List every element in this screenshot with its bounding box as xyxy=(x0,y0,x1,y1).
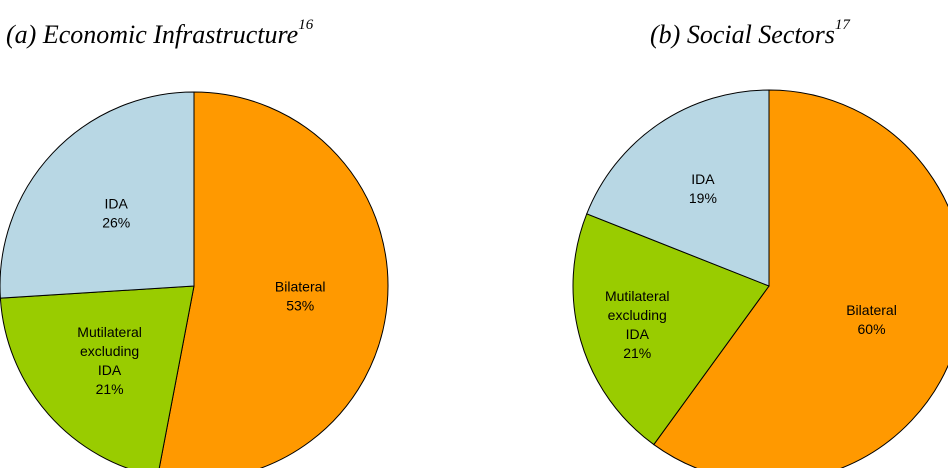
pie-slice-label-ida: IDA 26% xyxy=(102,195,130,230)
pie-slice-name: excluding xyxy=(80,343,139,359)
pie-slice-name: excluding xyxy=(608,307,667,323)
chart-title-social-sectors: (b) Social Sectors17 xyxy=(650,17,850,50)
pie-slice-ida xyxy=(0,91,195,299)
pie-slice-name: IDA xyxy=(105,195,129,211)
pie-slice-mutilateral-excluding-ida xyxy=(572,213,770,446)
chart-title-economic-infrastructure: (a) Economic Infrastructure16 xyxy=(6,17,314,50)
pie-economic-infrastructure: Bilateral 53% Mutilateral excluding IDA 21% ID… xyxy=(0,91,389,468)
pie-slice-label-mutilateral-excluding-ida: Mutilateral excluding IDA 21% xyxy=(605,288,670,361)
chart-title-footnote: 17 xyxy=(834,17,850,34)
pie-slice-name: Bilateral xyxy=(846,302,897,318)
pie-slice-name: Mutilateral xyxy=(605,288,670,304)
pie-slice-ida xyxy=(586,89,770,287)
pie-slice-name: IDA xyxy=(691,171,715,187)
pie-slice-bilateral xyxy=(653,89,948,468)
pie-slice-name: Mutilateral xyxy=(77,324,142,340)
pie-slice-value: 53% xyxy=(286,298,314,314)
pie-slice-label-bilateral: Bilateral 60% xyxy=(846,302,897,337)
pie-slice-mutilateral-excluding-ida xyxy=(0,285,195,468)
pie-slice-value: 19% xyxy=(689,190,717,206)
pie-slice-bilateral xyxy=(158,91,389,468)
pie-slice-value: 26% xyxy=(102,214,130,230)
chart-title-footnote: 16 xyxy=(298,17,314,34)
pie-social-sectors: Bilateral 60% Mutilateral excluding IDA 21% ID… xyxy=(572,89,948,468)
pie-slice-label-bilateral: Bilateral 53% xyxy=(275,279,326,314)
pie-slice-value: 60% xyxy=(858,321,886,337)
pie-slice-name: IDA xyxy=(626,326,650,342)
pie-slice-value: 21% xyxy=(623,345,651,361)
pie-slice-label-ida: IDA 19% xyxy=(689,171,717,206)
pie-slice-name: Bilateral xyxy=(275,279,326,295)
chart-title-text: (b) Social Sectors xyxy=(650,20,835,49)
chart-title-text: (a) Economic Infrastructure xyxy=(6,20,299,49)
pie-slice-label-mutilateral-excluding-ida: Mutilateral excluding IDA 21% xyxy=(77,324,142,397)
pie-slice-name: IDA xyxy=(98,362,122,378)
pie-slice-value: 21% xyxy=(96,381,124,397)
